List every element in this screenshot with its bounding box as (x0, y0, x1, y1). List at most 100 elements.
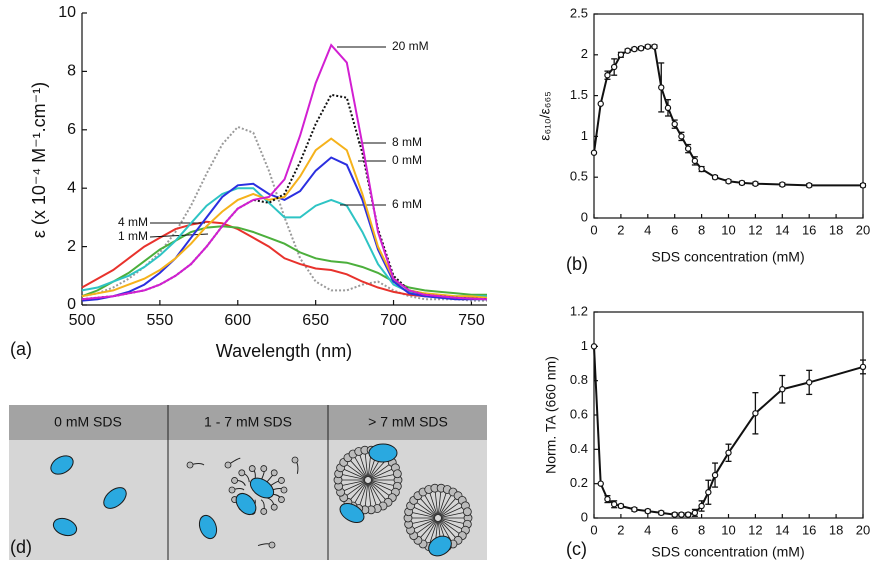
micelle-tail (412, 518, 436, 524)
surfactant-head (224, 461, 232, 469)
marker (678, 511, 685, 518)
x-tick-label: 700 (380, 312, 407, 329)
molecule (368, 443, 398, 463)
y-tick-label: 6 (67, 121, 76, 138)
x-tick-label: 14 (775, 522, 789, 537)
micelle-tail (414, 518, 436, 529)
series-label: 8 mM (392, 135, 422, 149)
micelle-tail (424, 520, 437, 541)
micelle-tail (440, 512, 464, 518)
micelle-tail (440, 507, 462, 518)
marker (617, 51, 625, 59)
panel-label: (a) (10, 339, 32, 359)
micelle-tail (439, 495, 452, 516)
x-tick-label: 16 (802, 222, 816, 237)
micelle-tail (354, 482, 367, 503)
y-axis-title: ε (x 10⁻⁴ M⁻¹.cm⁻¹) (29, 82, 49, 238)
y-tick-label: 0.6 (570, 406, 588, 421)
y-tick-label: 2 (67, 238, 76, 255)
y-tick-label: 1.5 (570, 87, 588, 102)
marker (644, 43, 652, 50)
micelle-tail (350, 460, 367, 479)
x-tick-label: 8 (698, 222, 705, 237)
series-line (593, 346, 864, 516)
marker (779, 386, 786, 393)
surfactant-head (278, 477, 285, 484)
panel-label: (c) (566, 539, 587, 559)
surfactant-head (231, 477, 238, 484)
micelle-tail (416, 502, 436, 517)
x-tick-label: 12 (748, 222, 762, 237)
x-tick-label: 6 (671, 222, 678, 237)
micelle-tail (359, 455, 368, 478)
surfactant-head (248, 465, 256, 472)
micelle-tail (364, 482, 369, 506)
marker (691, 157, 699, 165)
marker (671, 511, 678, 518)
micelle-tail (414, 507, 436, 518)
x-tick-label: 500 (69, 312, 96, 329)
y-tick-label: 0.2 (570, 475, 588, 490)
x-axis-title: SDS concentration (mM) (651, 249, 804, 265)
x-tick-label: 6 (671, 522, 678, 537)
panel-label: (b) (566, 254, 588, 274)
micelle-tail (439, 520, 452, 541)
x-tick-label: 12 (748, 522, 762, 537)
marker (604, 495, 611, 503)
marker (610, 63, 618, 71)
marker (590, 149, 598, 156)
molecule (339, 503, 365, 523)
surfactant-head (260, 508, 268, 515)
micelle-tail (370, 480, 392, 491)
marker (651, 43, 658, 50)
marker (684, 511, 692, 518)
y-tick-label: 1.2 (570, 303, 588, 318)
micelle-tail (439, 519, 456, 538)
x-tick-label: 0 (590, 222, 597, 237)
series-line (81, 156, 487, 302)
marker (671, 120, 678, 128)
surfactant-head (280, 486, 288, 494)
series-label: 1 mM (118, 229, 148, 243)
x-tick-label: 550 (147, 312, 174, 329)
micelle-tail (369, 482, 382, 503)
marker (624, 47, 631, 54)
surfactant-head (238, 469, 246, 477)
y-tick-label: 0.4 (570, 441, 588, 456)
y-tick-label: 0 (581, 509, 588, 524)
x-tick-label: 18 (829, 522, 843, 537)
panel-title: 1 - 7 mM SDS (204, 414, 292, 430)
y-tick-label: 2.5 (570, 5, 588, 20)
marker (637, 45, 645, 52)
x-tick-label: 8 (698, 522, 705, 537)
x-tick-label: 16 (802, 522, 816, 537)
x-tick-label: 14 (775, 222, 789, 237)
x-tick-label: 2 (617, 522, 624, 537)
y-axis-title: Norm. TA (660 nm) (543, 356, 559, 474)
marker (597, 100, 604, 107)
plot-frame (593, 311, 864, 519)
x-tick-label: 600 (224, 312, 251, 329)
marker (610, 501, 618, 508)
micelle-tail (440, 502, 460, 517)
surfactant-head (291, 456, 299, 464)
series-label: 4 mM (118, 215, 148, 229)
micelle-tail (364, 454, 369, 478)
molecule (103, 487, 127, 509)
micelle-tail (438, 493, 447, 516)
y-tick-label: 0 (581, 209, 588, 224)
marker (725, 449, 732, 456)
marker (658, 84, 665, 91)
y-tick-label: 0.8 (570, 372, 588, 387)
micelle-tail (370, 474, 394, 480)
molecule (249, 477, 275, 499)
micelle-head (462, 507, 472, 517)
series-line (81, 125, 487, 302)
y-axis-title: ε₆₁₀/ε₆₆₅ (537, 91, 553, 141)
y-tick-label: 0 (67, 296, 76, 313)
marker (698, 502, 705, 510)
micelle-tail (370, 469, 392, 480)
surfactant-head (268, 541, 276, 549)
x-tick-label: 18 (829, 222, 843, 237)
micelle-tail (439, 498, 456, 517)
